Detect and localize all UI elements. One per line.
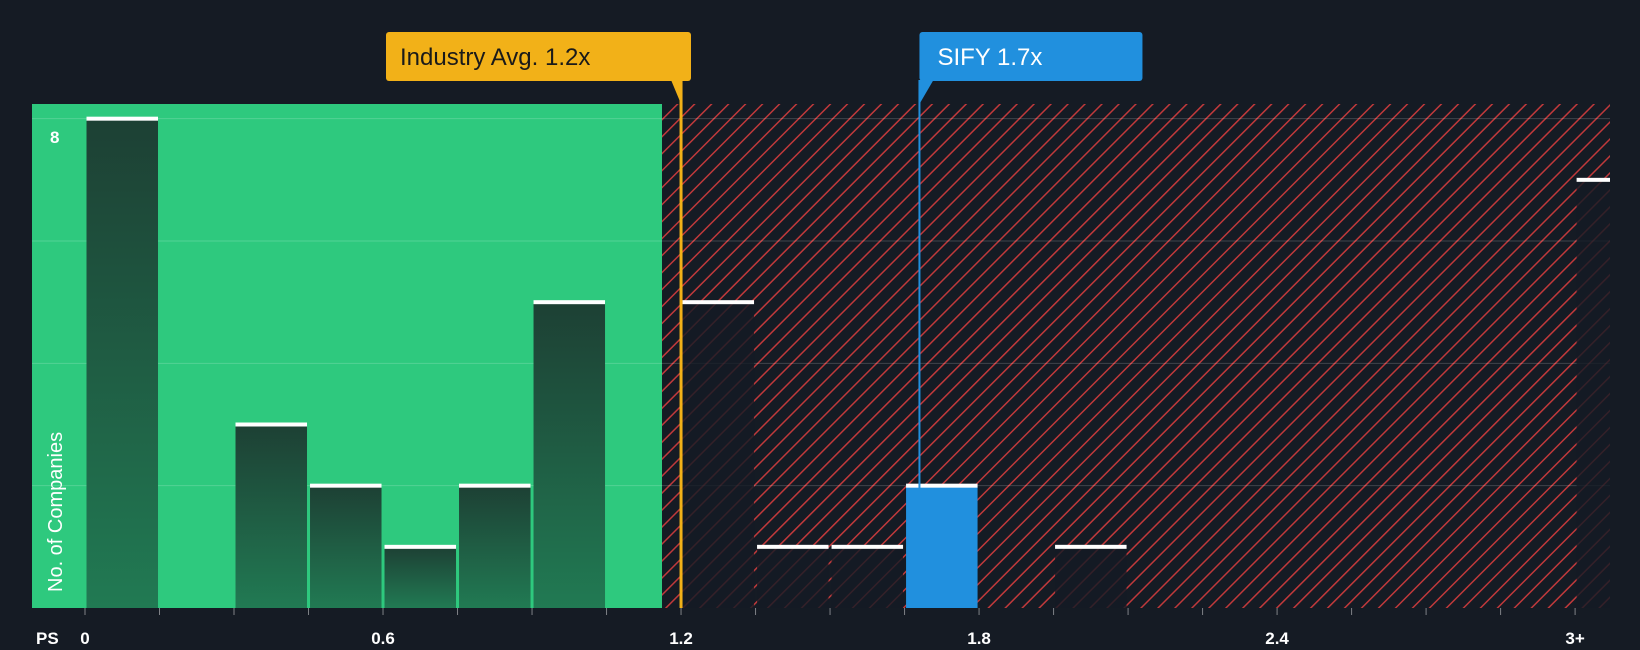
- bar-cap-2: [310, 483, 382, 488]
- x-tick-label-3: 1.8: [967, 629, 991, 648]
- bar-0: [86, 118, 159, 608]
- bar-cap-7: [757, 544, 829, 549]
- bar-9: [906, 485, 978, 608]
- bar-6: [682, 302, 755, 608]
- bar-cap-11: [1576, 177, 1610, 182]
- company-label: SIFY 1.7x: [937, 44, 1042, 71]
- bar-cap-10: [1055, 544, 1127, 549]
- bar-4: [459, 485, 531, 608]
- bar-10: [1055, 546, 1127, 608]
- bar-11: [1576, 179, 1610, 608]
- markers: Industry Avg. 1.2x SIFY 1.7x: [386, 32, 1143, 608]
- x-axis-label: PS: [36, 629, 59, 648]
- bar-8: [831, 546, 904, 608]
- bar-1: [235, 424, 308, 608]
- bar-cap-8: [831, 544, 904, 549]
- bar-7: [757, 546, 829, 608]
- y-tick-label-8: 8: [50, 128, 59, 147]
- bar-cap-1: [235, 422, 308, 427]
- overvalued-zone: [662, 104, 1610, 608]
- bar-cap-3: [384, 544, 457, 549]
- bar-5: [533, 302, 606, 608]
- company-pointer: [919, 80, 934, 104]
- bar-cap-9: [906, 483, 978, 488]
- y-axis-label: No. of Companies: [45, 432, 67, 592]
- industry-avg-label: Industry Avg. 1.2x: [400, 44, 590, 71]
- bar-cap-5: [533, 300, 606, 305]
- x-axis: 0 0.6 1.2 1.8 2.4 3+: [80, 608, 1585, 648]
- x-tick-label-0: 0: [80, 629, 89, 648]
- x-tick-label-5: 3+: [1565, 629, 1584, 648]
- bar-3: [384, 546, 457, 608]
- bars: [86, 116, 1610, 608]
- bar-cap-4: [459, 483, 531, 488]
- bar-cap-0: [86, 116, 159, 121]
- x-tick-label-2: 1.2: [669, 629, 693, 648]
- industry-avg-callout: [386, 32, 691, 81]
- bar-2: [310, 485, 382, 608]
- company-callout: [919, 32, 1143, 81]
- x-tick-label-1: 0.6: [371, 629, 395, 648]
- industry-avg-pointer: [671, 80, 682, 104]
- bar-cap-6: [682, 300, 755, 305]
- x-tick-label-4: 2.4: [1265, 629, 1289, 648]
